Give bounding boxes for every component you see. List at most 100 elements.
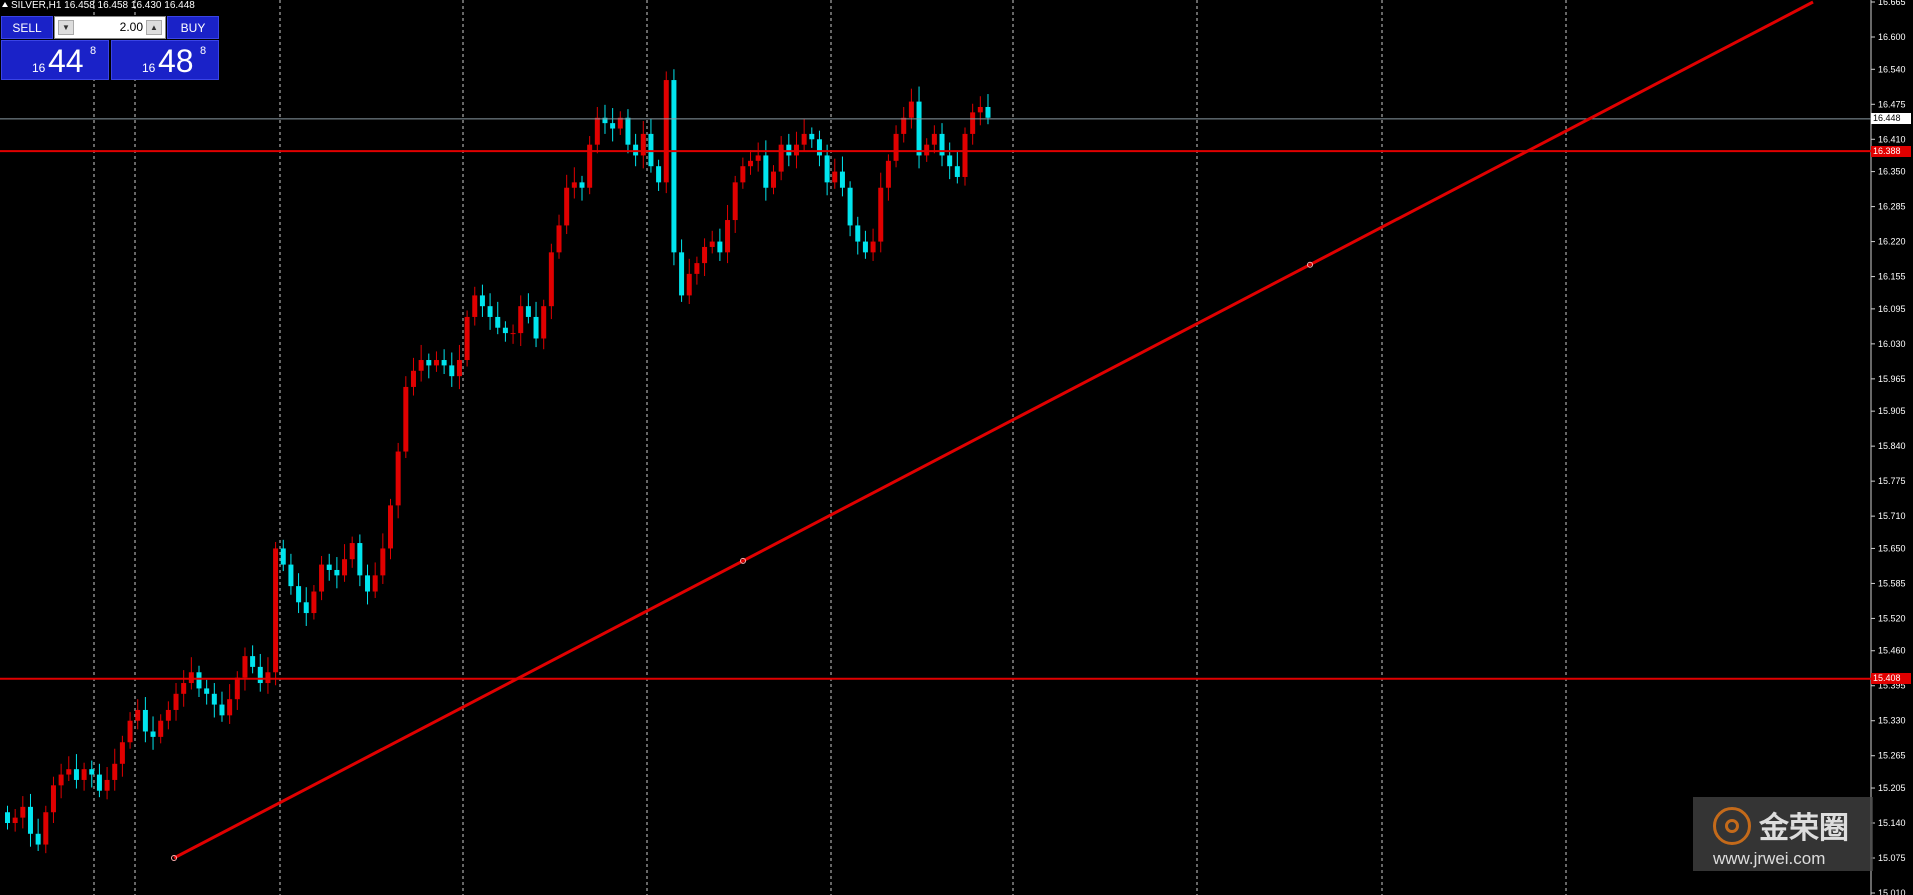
candle-body[interactable] [947, 155, 953, 167]
candle-body[interactable] [495, 316, 501, 328]
candle-body[interactable] [816, 139, 822, 156]
lot-size-stepper[interactable]: ▼ 2.00 ▲ [54, 16, 166, 39]
candle-body[interactable] [234, 677, 240, 700]
candle-body[interactable] [862, 241, 868, 253]
candle-body[interactable] [954, 166, 960, 177]
candle-body[interactable] [365, 575, 371, 592]
candle-body[interactable] [288, 564, 294, 587]
candle-body[interactable] [250, 656, 256, 667]
candle-body[interactable] [380, 548, 386, 576]
candle-body[interactable] [977, 106, 983, 113]
candle-body[interactable] [939, 133, 945, 156]
candle-body[interactable] [594, 117, 600, 145]
candle-body[interactable] [709, 241, 715, 247]
candle-body[interactable] [931, 133, 937, 145]
candle-body[interactable] [403, 386, 409, 452]
candle-body[interactable] [587, 144, 593, 188]
candle-body[interactable] [456, 360, 462, 377]
candle-body[interactable] [181, 683, 187, 694]
candle-body[interactable] [786, 144, 792, 156]
candle-body[interactable] [173, 693, 179, 710]
candle-body[interactable] [824, 155, 830, 183]
trendline[interactable] [173, 0, 1814, 860]
candle-body[interactable] [556, 225, 562, 253]
lot-size-value[interactable]: 2.00 [119, 20, 143, 34]
candle-body[interactable] [541, 306, 547, 339]
candle-body[interactable] [702, 246, 708, 264]
candle-body[interactable] [740, 166, 746, 183]
candle-body[interactable] [388, 505, 393, 549]
candle-body[interactable] [771, 171, 776, 188]
candle-body[interactable] [763, 155, 769, 188]
candle-body[interactable] [679, 252, 685, 296]
candle-body[interactable] [158, 720, 164, 737]
candle-body[interactable] [135, 709, 141, 721]
candle-body[interactable] [326, 564, 332, 570]
candle-body[interactable] [73, 769, 79, 780]
candle-body[interactable] [748, 160, 754, 167]
candle-body[interactable] [908, 101, 914, 118]
candle-body[interactable] [985, 106, 991, 118]
candle-body[interactable] [433, 360, 439, 366]
candle-body[interactable] [878, 187, 884, 242]
candle-body[interactable] [27, 806, 33, 834]
candle-body[interactable] [617, 117, 623, 129]
candle-body[interactable] [885, 160, 891, 188]
candle-body[interactable] [633, 144, 639, 156]
candle-body[interactable] [656, 166, 662, 183]
sell-button[interactable]: SELL [1, 16, 53, 39]
candle-body[interactable] [855, 225, 861, 242]
candle-body[interactable] [472, 295, 478, 317]
candle-body[interactable] [847, 187, 853, 226]
sell-price-button[interactable]: 16 44 8 [1, 40, 109, 80]
candle-body[interactable] [686, 273, 692, 296]
candle-body[interactable] [778, 144, 784, 172]
lot-increase-icon[interactable]: ▲ [146, 20, 162, 35]
candle-body[interactable] [640, 133, 646, 156]
candle-body[interactable] [755, 155, 761, 161]
candle-body[interactable] [809, 133, 815, 140]
candle-body[interactable] [518, 306, 524, 334]
candle-body[interactable] [227, 699, 233, 716]
candle-body[interactable] [273, 548, 279, 673]
buy-price-button[interactable]: 16 48 8 [111, 40, 219, 80]
candle-body[interactable] [625, 117, 631, 145]
candle-body[interactable] [602, 117, 608, 124]
candle-body[interactable] [196, 672, 202, 689]
buy-button[interactable]: BUY [167, 16, 219, 39]
candle-body[interactable] [150, 731, 156, 737]
candle-body[interactable] [372, 575, 378, 592]
trendline-handle[interactable] [171, 855, 177, 862]
candle-body[interactable] [839, 171, 845, 188]
candle-body[interactable] [418, 360, 424, 371]
candle-body[interactable] [395, 451, 401, 506]
candle-body[interactable] [717, 241, 723, 253]
candle-body[interactable] [579, 182, 585, 188]
candle-body[interactable] [43, 812, 49, 845]
candle-body[interactable] [564, 187, 570, 226]
collapse-triangle-icon[interactable] [2, 2, 8, 7]
candle-body[interactable] [410, 370, 416, 387]
candle-body[interactable] [357, 543, 363, 576]
candle-body[interactable] [571, 182, 577, 188]
candle-body[interactable] [525, 306, 531, 317]
candle-body[interactable] [725, 220, 731, 253]
candle-body[interactable] [211, 693, 217, 705]
candle-body[interactable] [242, 656, 248, 678]
candle-body[interactable] [296, 586, 302, 603]
candle-body[interactable] [112, 763, 118, 780]
candle-body[interactable] [694, 263, 700, 274]
candle-body[interactable] [58, 774, 64, 786]
candle-body[interactable] [801, 133, 807, 145]
candle-body[interactable] [66, 769, 72, 775]
candle-body[interactable] [20, 806, 26, 818]
candle-body[interactable] [924, 144, 930, 156]
candle-body[interactable] [119, 742, 125, 764]
candle-body[interactable] [962, 133, 968, 177]
candle-body[interactable] [893, 133, 899, 161]
candle-body[interactable] [487, 306, 493, 317]
candle-body[interactable] [96, 774, 102, 791]
candle-body[interactable] [334, 569, 340, 576]
candle-body[interactable] [479, 295, 485, 307]
candle-body[interactable] [257, 666, 263, 684]
